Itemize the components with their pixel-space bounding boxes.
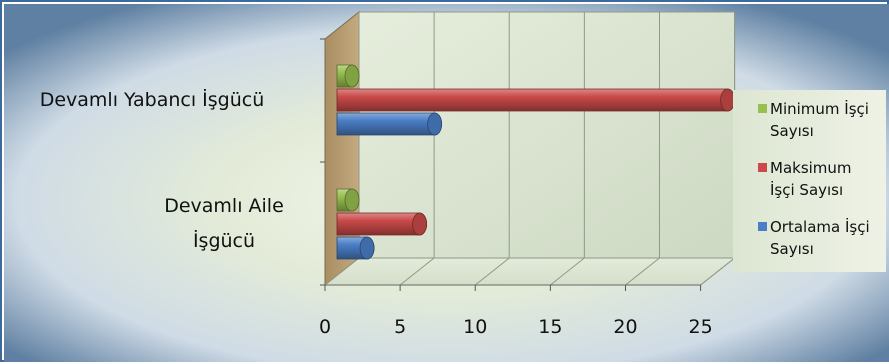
floor-gridline xyxy=(399,257,435,286)
legend-swatch xyxy=(758,104,767,113)
x-tick-label: 25 xyxy=(689,316,713,338)
x-tick-label: 15 xyxy=(538,316,562,338)
x-tick-label: 10 xyxy=(463,316,487,338)
bar xyxy=(336,88,735,112)
floor-gridline xyxy=(700,257,735,286)
bar-end-cap xyxy=(344,188,360,212)
legend-box xyxy=(733,90,886,272)
floor-gridline xyxy=(550,257,585,286)
legend-label: Sayısı xyxy=(770,122,814,140)
bar-end-cap xyxy=(359,236,375,260)
bar-end-cap xyxy=(344,64,360,88)
x-tick-label: 0 xyxy=(319,316,331,338)
legend-label: İşçi Sayısı xyxy=(770,180,843,199)
floor-gridline xyxy=(324,257,360,286)
bar xyxy=(336,112,443,136)
x-tick-label: 5 xyxy=(394,316,406,338)
plot-floor xyxy=(323,257,737,286)
legend-swatch xyxy=(758,163,767,172)
y-category-label: Devamlı Aile xyxy=(164,195,284,217)
floor-gridline xyxy=(625,257,660,286)
y-category-label: İşgücü xyxy=(193,229,255,252)
legend-label: Sayısı xyxy=(770,240,814,258)
x-tick-label: 20 xyxy=(613,316,637,338)
bar-end-cap xyxy=(412,212,428,236)
bar-end-cap xyxy=(720,88,736,112)
y-category-label: Devamlı Yabancı İşgücü xyxy=(40,88,265,111)
legend-label: Maksimum xyxy=(770,159,852,177)
legend-label: Ortalama İşçi xyxy=(770,217,870,236)
legend-swatch xyxy=(758,222,767,231)
floor-gridline xyxy=(474,257,510,286)
legend-label: Minimum İşçi xyxy=(770,99,869,118)
bar-end-cap xyxy=(427,112,443,136)
